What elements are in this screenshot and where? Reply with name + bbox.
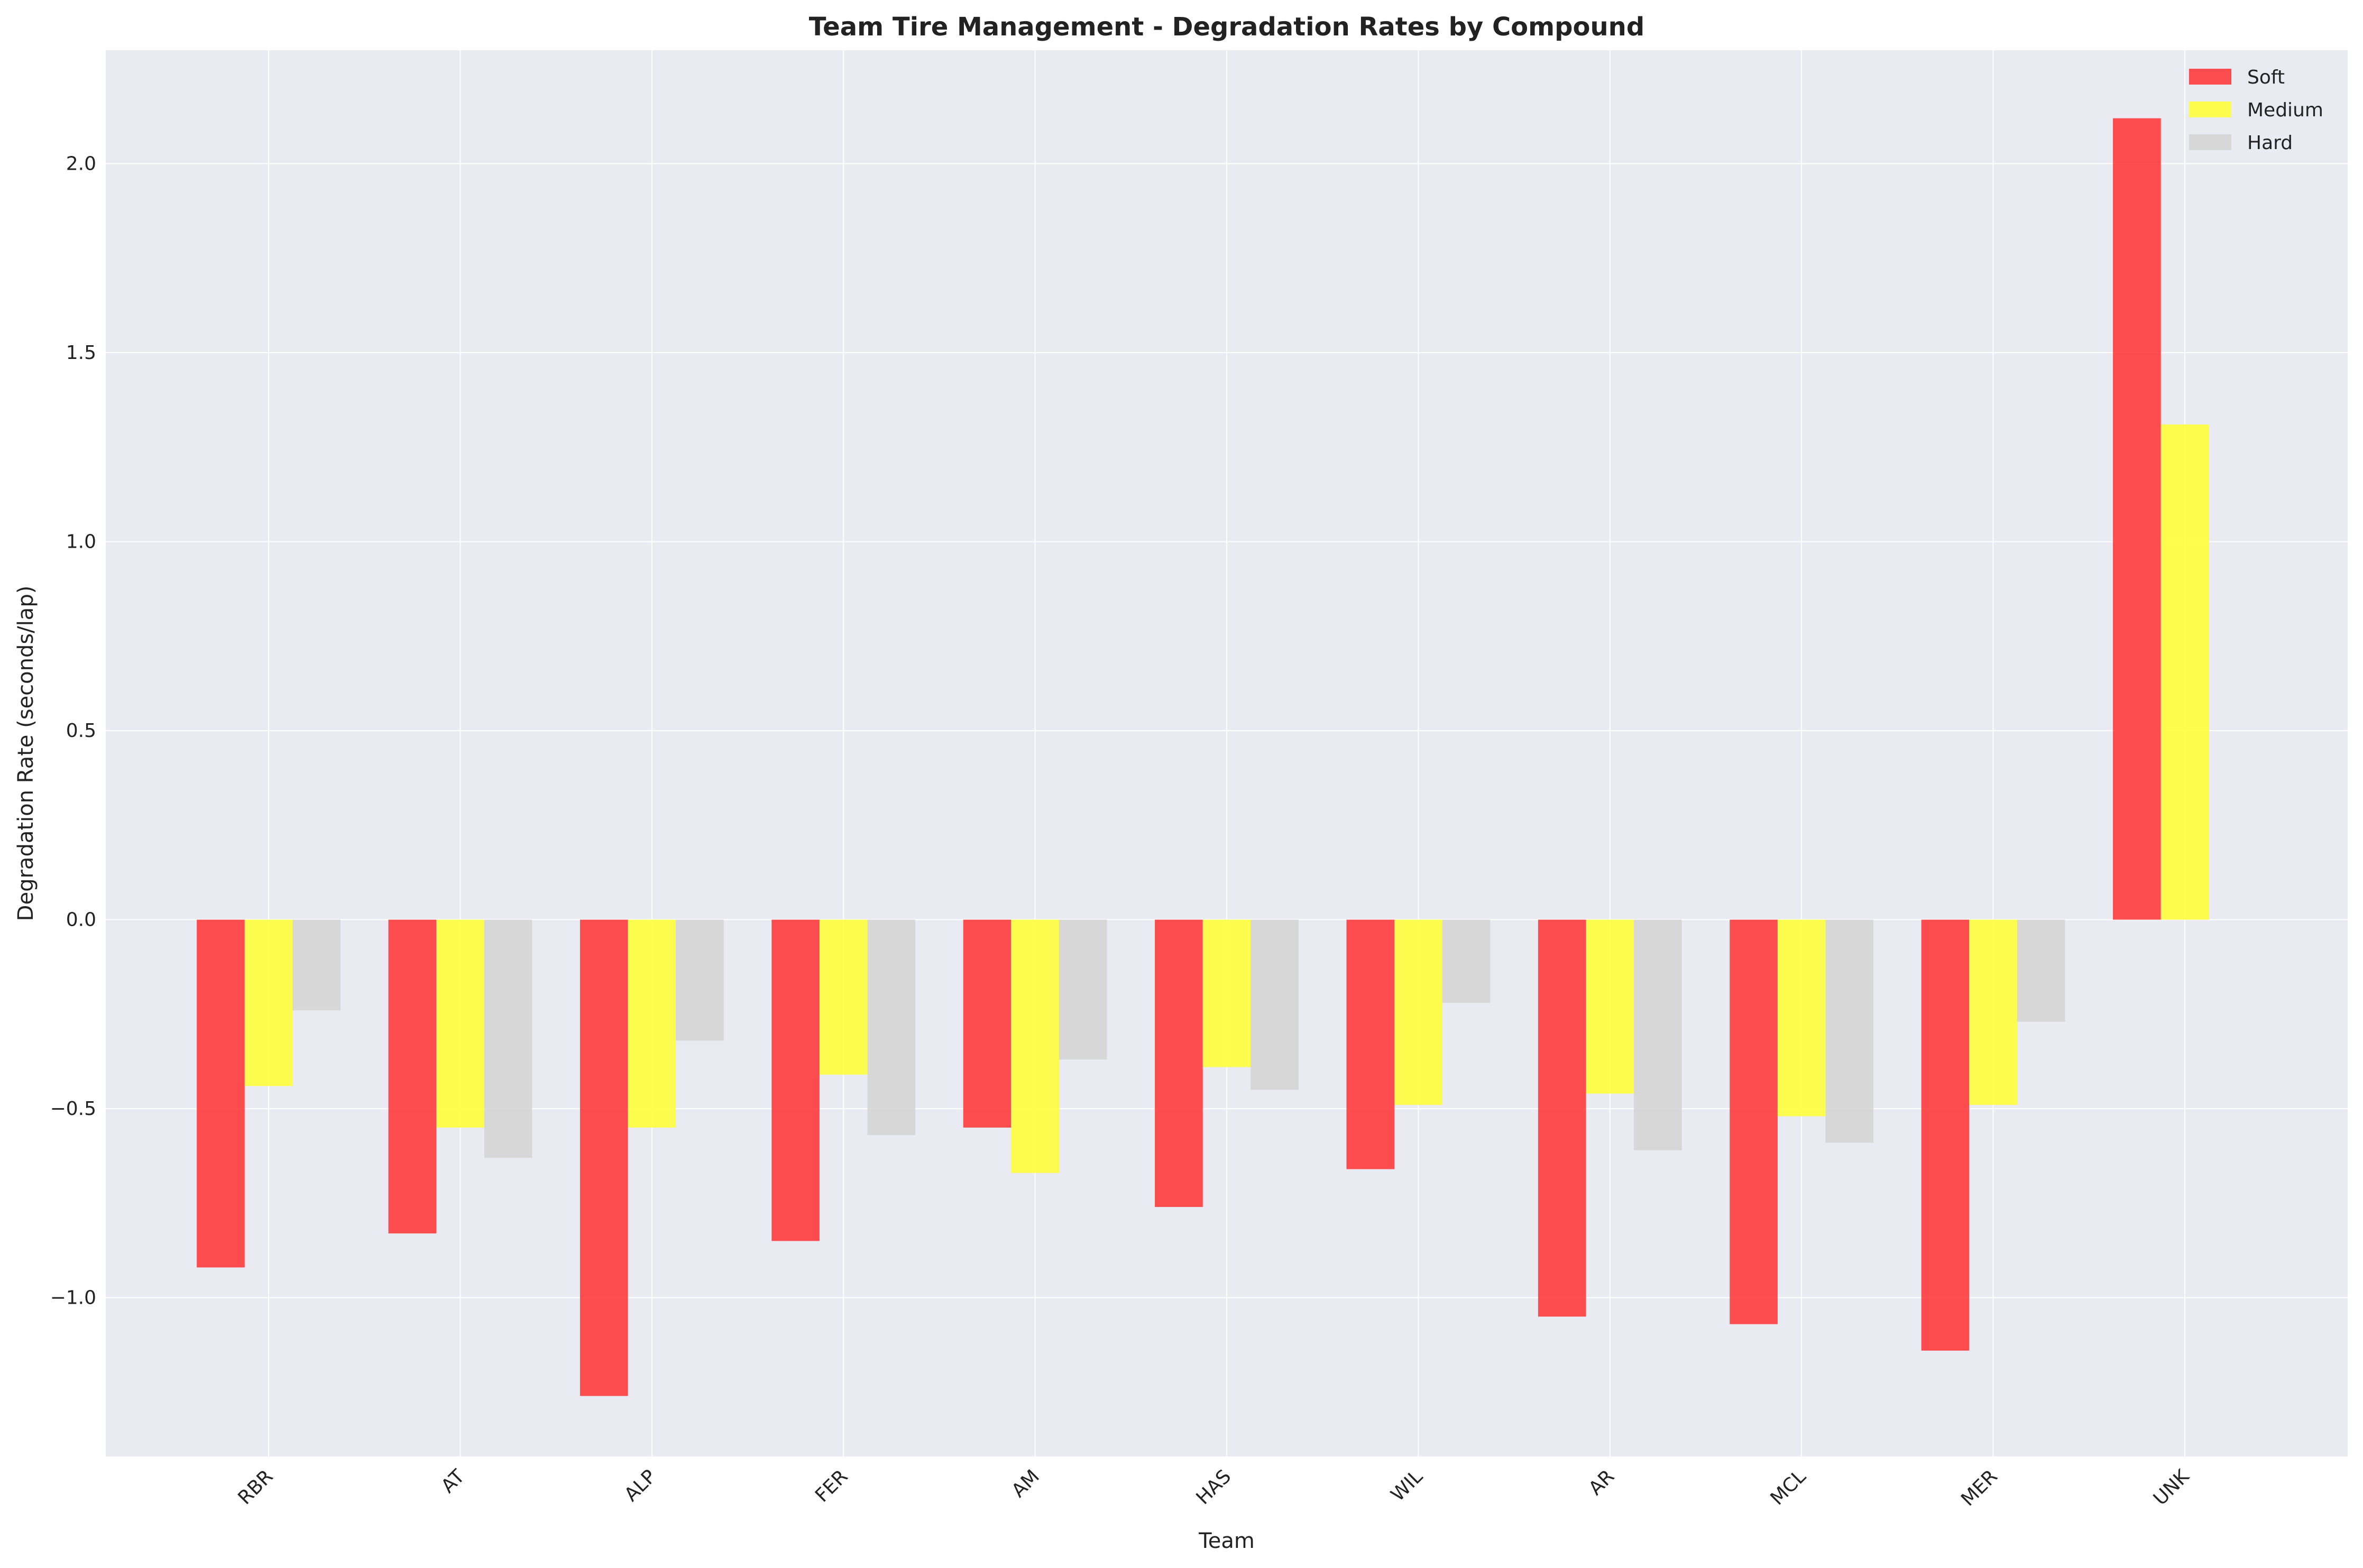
y-tick-label: −0.5 xyxy=(50,1098,96,1120)
bar-hard-am xyxy=(1059,919,1107,1060)
y-tick-label: 2.0 xyxy=(66,153,96,175)
x-tick-label: AM xyxy=(1008,1465,1044,1501)
bar-medium-mer xyxy=(1969,919,2017,1105)
legend-label-soft: Soft xyxy=(2247,67,2285,88)
bar-soft-wil xyxy=(1346,919,1395,1169)
bar-soft-ar xyxy=(1538,919,1586,1317)
y-tick-label: 0.5 xyxy=(66,720,96,742)
bar-hard-wil xyxy=(1442,919,1491,1003)
legend-label-medium: Medium xyxy=(2247,99,2323,121)
bar-medium-wil xyxy=(1394,919,1442,1105)
bar-hard-rbr xyxy=(292,919,341,1011)
bar-hard-mer xyxy=(2017,919,2065,1022)
y-tick-labels: −1.0 −0.5 0.0 0.5 1.0 1.5 2.0 xyxy=(50,153,96,1309)
bars xyxy=(197,118,2209,1396)
bar-medium-ar xyxy=(1586,919,1634,1094)
y-tick-label: 1.5 xyxy=(66,342,96,364)
legend-swatch-hard xyxy=(2189,134,2231,150)
bar-medium-fer xyxy=(819,919,868,1075)
bar-medium-mcl xyxy=(1777,919,1826,1117)
legend-swatch-soft xyxy=(2189,69,2231,85)
x-tick-labels: RBR AT ALP FER AM HAS WIL AR MCL MER UNK xyxy=(234,1465,2194,1510)
y-axis-label: Degradation Rate (seconds/lap) xyxy=(14,586,38,921)
bar-medium-has xyxy=(1202,919,1251,1067)
bar-soft-mer xyxy=(1921,919,1970,1351)
x-tick-label: MER xyxy=(1957,1465,2002,1510)
x-tick-label: UNK xyxy=(2149,1465,2194,1509)
y-tick-label: 0.0 xyxy=(66,909,96,931)
bar-hard-alp xyxy=(676,919,724,1041)
y-tick-label: 1.0 xyxy=(66,531,96,553)
x-axis-label: Team xyxy=(1198,1529,1255,1553)
bar-medium-at xyxy=(436,919,484,1128)
x-tick-label: ALP xyxy=(620,1465,660,1506)
bar-soft-fer xyxy=(771,919,820,1241)
y-tick-label: −1.0 xyxy=(50,1287,96,1309)
bar-hard-ar xyxy=(1634,919,1682,1150)
bar-hard-mcl xyxy=(1825,919,1874,1143)
bar-medium-unk xyxy=(2160,424,2209,920)
legend: Soft Medium Hard xyxy=(2189,67,2323,154)
bar-soft-mcl xyxy=(1730,919,1778,1324)
bar-medium-alp xyxy=(628,919,676,1128)
x-tick-label: AT xyxy=(437,1465,470,1498)
bar-soft-at xyxy=(388,919,437,1234)
bar-hard-has xyxy=(1251,919,1299,1090)
bar-soft-rbr xyxy=(197,919,245,1268)
x-tick-label: FER xyxy=(811,1465,852,1506)
chart-title: Team Tire Management - Degradation Rates… xyxy=(809,12,1644,42)
bar-medium-rbr xyxy=(244,919,293,1086)
legend-swatch-medium xyxy=(2189,102,2231,117)
bar-soft-am xyxy=(963,919,1012,1128)
legend-label-hard: Hard xyxy=(2247,132,2293,154)
bar-soft-alp xyxy=(580,919,628,1396)
bar-hard-at xyxy=(484,919,532,1158)
x-tick-label: AR xyxy=(1585,1465,1619,1499)
bar-hard-fer xyxy=(867,919,916,1136)
bar-soft-unk xyxy=(2113,118,2161,920)
bar-soft-has xyxy=(1155,919,1203,1207)
bar-medium-am xyxy=(1011,919,1059,1173)
x-tick-label: WIL xyxy=(1387,1465,1427,1506)
x-tick-label: MCL xyxy=(1767,1465,1810,1509)
x-tick-label: RBR xyxy=(234,1465,278,1509)
x-tick-label: HAS xyxy=(1192,1465,1236,1509)
